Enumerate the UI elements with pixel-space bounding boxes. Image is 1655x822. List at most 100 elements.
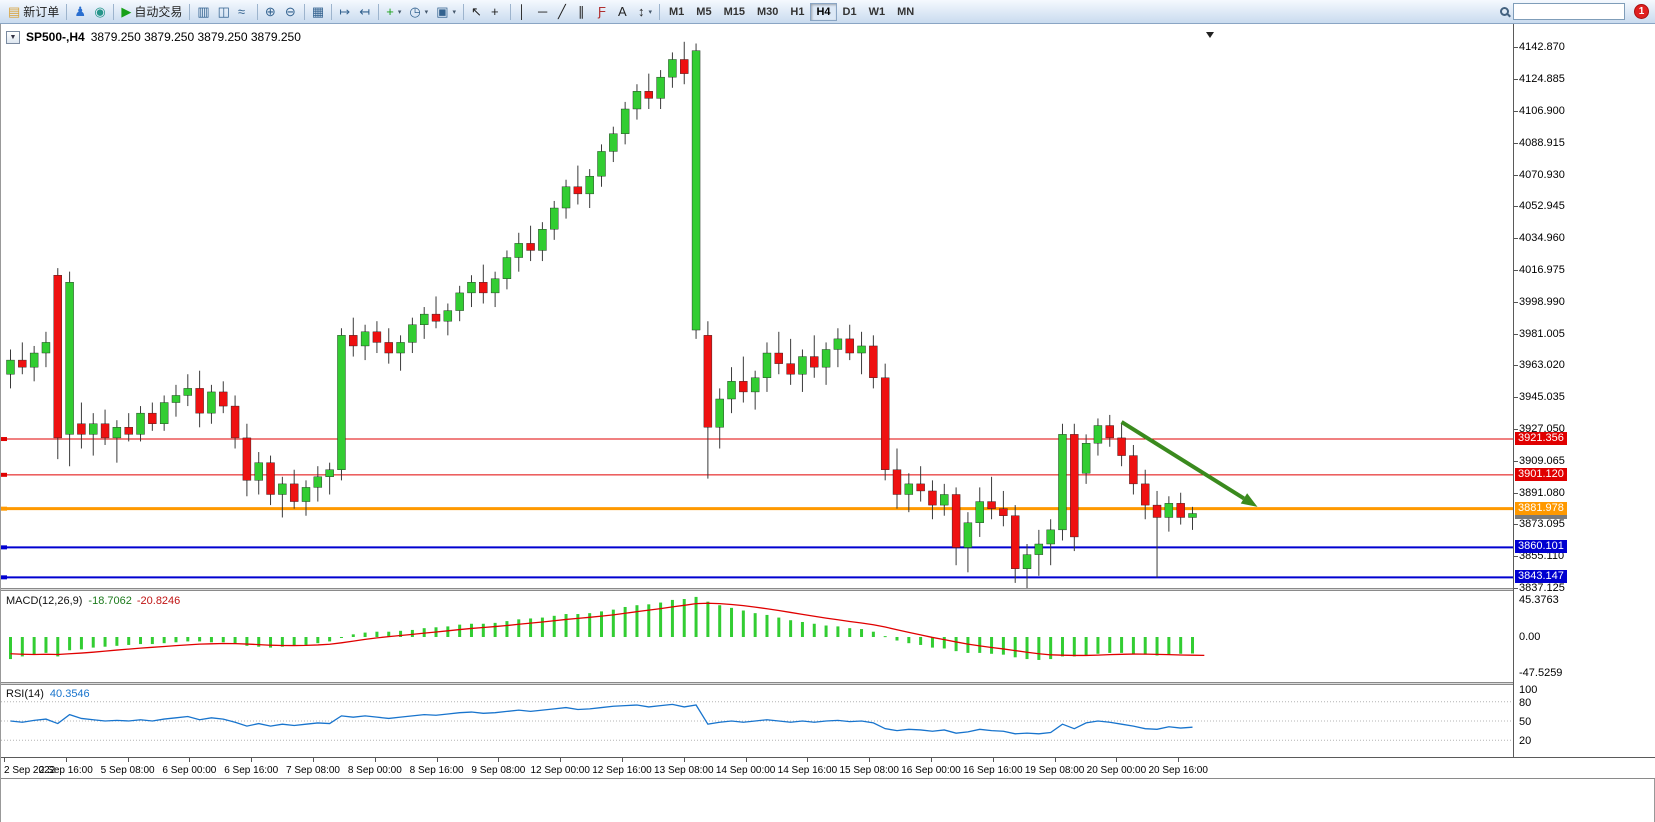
chevron-down-icon: ▾: [424, 8, 429, 16]
toolbar-divider: [113, 3, 115, 20]
price-tick-dash: [1514, 301, 1518, 303]
toolbar-button-line-chart-mode[interactable]: ≈: [234, 2, 254, 22]
main-toolbar: ▤ 新订单 ♟ ◉ ▶ 自动交易 ▥ ◫ ≈ ⊕ ⊖ ▦ ↦ ↤ + ▾ ◷ ▾ ▣ ▾ ↖ + │ ─ ╱ ∥ Ƒ A ↕ ▾ M1 M5 M…: [0, 0, 1655, 24]
toolbar-button-cursor[interactable]: ↖: [467, 2, 487, 22]
time-scale[interactable]: 2 Sep 2022 2 Sep 16:00 5 Sep 08:00 6 Sep 00…: [1, 757, 1655, 779]
rsi-chart-canvas[interactable]: [1, 685, 1513, 757]
toolbar-button-new-order[interactable]: ▤ 新订单: [4, 2, 63, 22]
time-tick-mark: [313, 758, 314, 762]
horizontal-lines[interactable]: [1, 437, 1513, 580]
price-tick-dash: [1514, 587, 1518, 589]
time-axis-label: 16 Sep 16:00: [963, 765, 1023, 776]
hline-price-label: 3843.147: [1515, 570, 1567, 584]
time-tick-mark: [869, 758, 871, 762]
toolbar-button-bar-chart-mode[interactable]: ▥: [193, 2, 213, 22]
price-tick-label: 3909.065: [1519, 454, 1565, 467]
toolbar-button-zoom-out[interactable]: ⊖: [281, 2, 301, 22]
time-axis-label: 12 Sep 16:00: [592, 765, 652, 776]
toolbar-button-horizontal-line-tool[interactable]: ─: [534, 2, 554, 22]
toolbar-button-templates[interactable]: ▣ ▾: [432, 2, 460, 22]
toolbar-button-zoom-in[interactable]: ⊕: [261, 2, 281, 22]
time-tick-mark: [807, 758, 809, 762]
toolbar-divider: [510, 3, 511, 20]
toolbar-button-text-tool[interactable]: A: [614, 2, 634, 22]
toolbar-divider: [659, 3, 661, 20]
price-tick-dash: [1514, 492, 1518, 494]
scroll-to-end-marker[interactable]: [1206, 32, 1214, 38]
chevron-down-icon: ▾: [648, 8, 653, 16]
timeframe-button-w1[interactable]: W1: [868, 5, 886, 18]
chart-ohlc-values: 3879.250 3879.250 3879.250 3879.250: [90, 30, 301, 44]
price-tick-dash: [1514, 142, 1518, 144]
toolbar-button-market-news[interactable]: ◉: [90, 2, 110, 22]
fibonacci-tool-icon: Ƒ: [598, 4, 606, 19]
time-tick-mark: [189, 758, 191, 762]
macd-chart-canvas[interactable]: [1, 592, 1513, 682]
new-order-icon: ▤: [8, 4, 21, 19]
toolbar-button-tile-windows[interactable]: ▦: [308, 2, 328, 22]
toolbar-divider: [189, 3, 191, 20]
crosshair-icon: +: [491, 4, 499, 19]
toolbar-button-candle-chart-mode[interactable]: ◫: [214, 2, 234, 22]
time-tick-mark: [1116, 758, 1118, 762]
vertical-line-tool-icon: │: [518, 4, 527, 19]
timeframe-button-m15[interactable]: M15: [723, 5, 745, 18]
toolbar-button-periods[interactable]: ◷ ▾: [405, 2, 432, 22]
timeframe-button-m5[interactable]: M5: [696, 5, 712, 18]
time-axis-label: 7 Sep 08:00: [286, 765, 340, 776]
toolbar-button-auto-scroll[interactable]: ↦: [335, 2, 355, 22]
timeframe-button-d1[interactable]: D1: [842, 5, 857, 18]
panel-separator[interactable]: [1, 588, 1655, 591]
time-axis-label: 2 Sep 2022: [4, 765, 56, 776]
toolbar-divider: [303, 3, 305, 20]
toolbar-button-crosshair[interactable]: +: [487, 2, 507, 22]
auto-scroll-icon: ↦: [339, 4, 351, 19]
price-tick-dash: [1514, 269, 1518, 271]
toolbar-button-chart-shift[interactable]: ↤: [355, 2, 375, 22]
notification-badge[interactable]: 1: [1634, 4, 1649, 19]
price-tick-label: 4124.885: [1519, 73, 1565, 86]
auto-trading-label: 自动交易: [134, 5, 183, 19]
toolbar-button-fibonacci-tool[interactable]: Ƒ: [594, 2, 614, 22]
toolbar-button-trendline-tool[interactable]: ╱: [554, 2, 574, 22]
trend-arrow-annotation[interactable]: [1120, 420, 1258, 507]
price-scale[interactable]: 4142.870 4124.885 4106.900 4088.915 4070.930…: [1513, 24, 1655, 757]
timeframe-button-m30[interactable]: M30: [756, 5, 779, 18]
time-axis-label: 2 Sep 16:00: [38, 765, 93, 776]
price-tick-label: 3837.125: [1519, 581, 1565, 594]
toolbar-button-mql5-profile[interactable]: ♟: [70, 2, 90, 22]
price-tick-dash: [1514, 174, 1518, 176]
time-tick-mark: [498, 758, 500, 762]
one-click-trading-expander[interactable]: ▼: [6, 30, 20, 44]
price-chart-canvas[interactable]: [1, 28, 1513, 592]
mql5-profile-icon: ♟: [74, 4, 86, 19]
price-tick-label: 4052.945: [1519, 200, 1565, 213]
channel-tool-icon: ∥: [578, 4, 585, 19]
panel-separator[interactable]: [1, 682, 1655, 685]
timeframe-button-m1[interactable]: M1: [669, 5, 685, 18]
timeframe-button-h4[interactable]: H4: [810, 2, 837, 21]
toolbar-button-auto-trading[interactable]: ▶ 自动交易: [117, 2, 186, 22]
time-tick-mark: [560, 758, 562, 762]
search-input[interactable]: [1513, 3, 1625, 20]
price-tick-label: 4142.870: [1519, 41, 1565, 54]
toolbar-button-indicators-list[interactable]: + ▾: [382, 2, 405, 22]
toolbar-button-channel-tool[interactable]: ∥: [574, 2, 594, 22]
time-tick-mark: [622, 758, 623, 762]
macd-title: MACD(12,26,9): [6, 595, 83, 607]
price-tick-dash: [1514, 333, 1518, 335]
toolbar-button-arrows-tool[interactable]: ↕ ▾: [634, 2, 656, 22]
time-tick-mark: [374, 758, 376, 762]
toolbar-divider: [378, 3, 380, 20]
price-tick-label: 3981.005: [1519, 327, 1565, 340]
timeframe-button-mn[interactable]: MN: [897, 5, 915, 18]
toolbar-button-vertical-line-tool[interactable]: │: [514, 2, 534, 22]
time-axis-label: 6 Sep 16:00: [224, 765, 279, 776]
time-axis-label: 19 Sep 08:00: [1024, 765, 1085, 776]
time-axis-label: 8 Sep 00:00: [347, 765, 402, 776]
templates-icon: ▣: [436, 4, 449, 19]
timeframe-button-h1[interactable]: H1: [790, 5, 805, 18]
rsi-header: RSI(14) 40.3546: [6, 688, 90, 700]
toolbar-divider: [463, 3, 464, 20]
cursor-icon: ↖: [471, 4, 482, 19]
